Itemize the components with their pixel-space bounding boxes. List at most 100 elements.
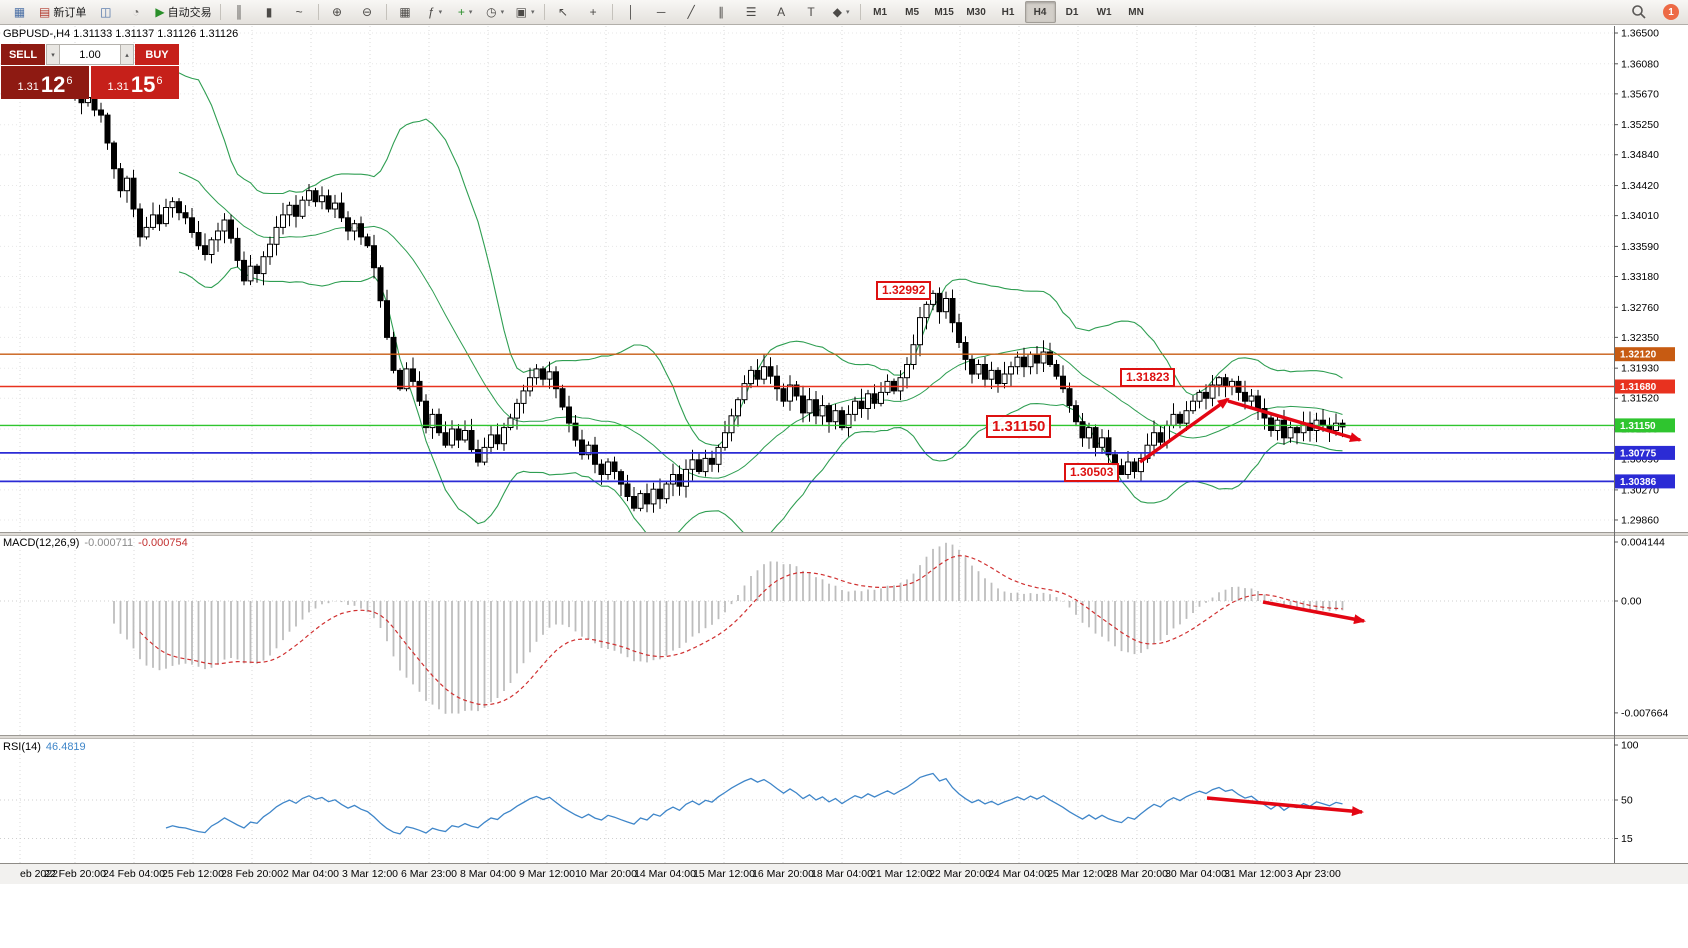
svg-text:1.36080: 1.36080 <box>1621 58 1659 70</box>
sell-price-display[interactable]: 1.31 12 6 <box>1 66 89 99</box>
fibonacci-button[interactable]: ☰ <box>737 1 766 23</box>
svg-text:30 Mar 04:00: 30 Mar 04:00 <box>1165 868 1227 880</box>
toolbar-separator <box>611 4 613 20</box>
timeframe-w1-button[interactable]: W1 <box>1089 1 1120 23</box>
candlestick-chart-button[interactable]: ▮ <box>255 1 284 23</box>
arrows-tool-button[interactable]: ◆ ▾ <box>827 1 856 23</box>
profiles-button[interactable]: ◫ <box>91 1 120 23</box>
svg-text:50: 50 <box>1621 795 1633 807</box>
zoom-in-button[interactable]: ⊕ <box>323 1 352 23</box>
chevron-down-icon: ▾ <box>845 9 850 16</box>
svg-text:18 Mar 04:00: 18 Mar 04:00 <box>811 868 873 880</box>
svg-text:2 Mar 04:00: 2 Mar 04:00 <box>283 868 339 880</box>
price-annotation[interactable]: 1.32992 <box>876 281 932 300</box>
bollinger-middle-band <box>178 171 1343 479</box>
new-chart-button[interactable]: ▦ <box>5 1 34 23</box>
market-watch-button[interactable]: ◔ <box>121 1 150 23</box>
search-button[interactable] <box>1624 1 1653 23</box>
tile-windows-button[interactable]: ▦ <box>391 1 420 23</box>
new-chart-icon: ▦ <box>13 5 26 19</box>
svg-text:1.31680: 1.31680 <box>1620 382 1657 393</box>
svg-text:eb 2022: eb 2022 <box>20 868 58 880</box>
volume-input[interactable] <box>60 44 120 65</box>
timeframe-h1-button[interactable]: H1 <box>993 1 1024 23</box>
autotrading-button[interactable]: ▶ 自动交易 <box>151 1 215 23</box>
timeframe-mn-button[interactable]: MN <box>1121 1 1152 23</box>
equidistant-channel-button[interactable]: ∥ <box>707 1 736 23</box>
svg-text:24 Mar 04:00: 24 Mar 04:00 <box>988 868 1050 880</box>
timeframe-m5-button[interactable]: M5 <box>897 1 928 23</box>
sell-price-prefix: 1.31 <box>17 81 39 93</box>
templates-button[interactable]: ▣ ▾ <box>511 1 540 23</box>
svg-text:21 Mar 12:00: 21 Mar 12:00 <box>870 868 932 880</box>
text-button[interactable]: A <box>767 1 796 23</box>
macd-name: MACD(12,26,9) <box>3 537 80 549</box>
price-annotation[interactable]: 1.31823 <box>1120 368 1176 387</box>
toolbar-button-label: 新订单 <box>53 7 87 19</box>
price-annotation[interactable]: 1.31150 <box>986 415 1052 438</box>
svg-text:1.30386: 1.30386 <box>1620 477 1657 488</box>
rsi-panel-layer <box>0 772 1614 839</box>
svg-text:1.30775: 1.30775 <box>1620 448 1657 459</box>
buy-price-display[interactable]: 1.31 15 6 <box>91 66 179 99</box>
cursor-button[interactable]: ↖ <box>549 1 578 23</box>
toolbar-button-label: MN <box>1128 6 1144 18</box>
crosshair-button[interactable]: + <box>579 1 608 23</box>
chevron-down-icon: ▾ <box>438 9 443 16</box>
svg-text:15: 15 <box>1621 833 1633 845</box>
volume-increase-button[interactable]: ▴ <box>120 44 134 65</box>
timeframe-m30-button[interactable]: M30 <box>961 1 992 23</box>
macd-value-2: -0.000754 <box>138 537 188 549</box>
timeframe-m1-button[interactable]: M1 <box>865 1 896 23</box>
svg-text:1.32120: 1.32120 <box>1620 350 1657 361</box>
buy-button[interactable]: BUY <box>135 44 179 65</box>
line-chart-button[interactable]: ~ <box>285 1 314 23</box>
horizontal-line-button[interactable]: ─ <box>647 1 676 23</box>
toolbar-button-label: D1 <box>1065 6 1079 18</box>
svg-text:1.33180: 1.33180 <box>1621 271 1659 283</box>
svg-text:22 Feb 20:00: 22 Feb 20:00 <box>44 868 106 880</box>
price-annotation[interactable]: 1.30503 <box>1064 463 1120 482</box>
cursor-icon: ↖ <box>558 5 569 19</box>
zoom-out-button[interactable]: ⊖ <box>353 1 382 23</box>
periods-button[interactable]: ◷ ▾ <box>481 1 510 23</box>
fibonacci-icon: ☰ <box>745 5 757 19</box>
sell-price-big: 12 <box>40 72 66 97</box>
new-order-icon: ▤ <box>39 5 51 19</box>
notification-badge[interactable]: 1 <box>1663 4 1679 20</box>
toolbar-separator <box>859 4 861 20</box>
indicators-button[interactable]: ƒ ▾ <box>421 1 450 23</box>
rsi-indicator-label: RSI(14) 46.4819 <box>3 741 86 753</box>
rsi-line <box>165 772 1343 835</box>
toolbar-button-label: M5 <box>905 6 920 18</box>
text-label-button[interactable]: T <box>797 1 826 23</box>
svg-text:1.31150: 1.31150 <box>1620 421 1656 432</box>
add-indicator-button[interactable]: + ▾ <box>451 1 480 23</box>
new-order-button[interactable]: ▤ 新订单 <box>35 1 90 23</box>
svg-text:28 Mar 20:00: 28 Mar 20:00 <box>1106 868 1168 880</box>
svg-text:1.35250: 1.35250 <box>1621 119 1659 131</box>
timeframe-h4-button[interactable]: H4 <box>1024 1 1056 23</box>
volume-decrease-button[interactable]: ▾ <box>46 44 60 65</box>
svg-text:10 Mar 20:00: 10 Mar 20:00 <box>575 868 637 880</box>
toolbar-button-label: H4 <box>1033 6 1047 18</box>
bar-chart-button[interactable]: ║ <box>225 1 254 23</box>
timeframe-d1-button[interactable]: D1 <box>1057 1 1088 23</box>
svg-text:1.35670: 1.35670 <box>1621 88 1659 100</box>
trendline-button[interactable]: ╱ <box>677 1 706 23</box>
macd-signal-line <box>139 555 1343 706</box>
vertical-line-button[interactable]: │ <box>617 1 646 23</box>
zoom-out-icon: ⊖ <box>362 5 373 19</box>
timeframe-m15-button[interactable]: M15 <box>929 1 960 23</box>
toolbar-button-label: W1 <box>1096 6 1112 18</box>
svg-text:14 Mar 04:00: 14 Mar 04:00 <box>634 868 696 880</box>
horizontal-level-lines <box>0 353 1614 483</box>
macd-panel-layer <box>0 542 1614 714</box>
svg-text:24 Feb 04:00: 24 Feb 04:00 <box>103 868 165 880</box>
macd-value-1: -0.000711 <box>84 537 134 549</box>
svg-text:100: 100 <box>1621 740 1639 752</box>
autotrading-icon: ▶ <box>155 5 165 19</box>
sell-button[interactable]: SELL <box>1 44 45 65</box>
